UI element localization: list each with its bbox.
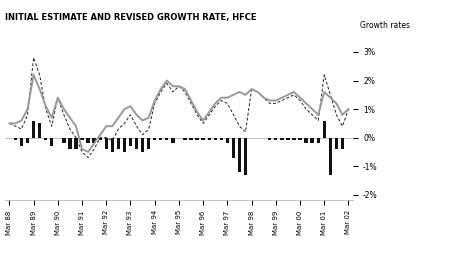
Bar [286,138,289,141]
Bar [32,121,35,138]
Bar [44,138,48,141]
Bar [329,138,332,175]
Bar [232,138,235,158]
Bar [238,138,241,172]
Bar [189,138,193,141]
Bar [105,138,108,149]
Bar [20,138,23,146]
Bar [195,138,199,141]
Bar [183,138,187,141]
Bar [244,138,247,175]
Bar [111,138,114,152]
Bar [323,121,326,138]
Bar [135,138,138,149]
Bar [226,138,229,143]
Bar [341,138,344,149]
Bar [80,138,84,141]
Bar [74,138,77,149]
Bar [117,138,120,149]
Bar [159,138,163,141]
Bar [141,138,144,152]
Bar [62,138,66,143]
Bar [165,138,169,141]
Bar [129,138,132,146]
Text: Growth rates: Growth rates [360,21,410,30]
Bar [99,138,102,141]
Bar [26,138,29,143]
Bar [214,138,217,141]
Bar [14,138,17,141]
Bar [299,138,302,141]
Bar [202,138,205,141]
Bar [147,138,150,149]
Bar [280,138,284,141]
Text: INITIAL ESTIMATE AND REVISED GROWTH RATE, HFCE: INITIAL ESTIMATE AND REVISED GROWTH RATE… [5,13,256,22]
Bar [310,138,314,143]
Bar [220,138,223,141]
Bar [38,123,41,138]
Bar [171,138,174,143]
Bar [274,138,278,141]
Bar [123,138,126,152]
Bar [68,138,72,149]
Bar [92,138,96,143]
Bar [317,138,320,143]
Bar [292,138,296,141]
Bar [268,138,271,141]
Bar [50,138,53,146]
Bar [304,138,308,143]
Bar [87,138,90,143]
Bar [153,138,156,141]
Bar [335,138,338,149]
Bar [207,138,211,141]
